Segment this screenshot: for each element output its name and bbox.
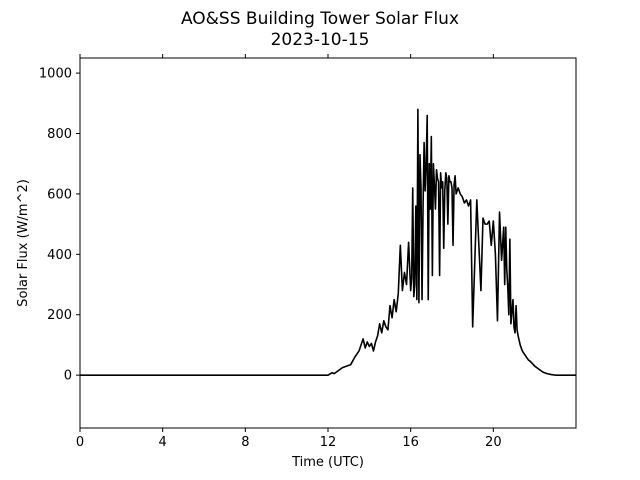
- x-tick-label: 4: [159, 435, 167, 450]
- y-axis-ticks: 0 200 400 600 800 1000: [39, 67, 80, 384]
- y-tick-label: 1000: [39, 67, 72, 82]
- y-tick-label: 600: [47, 187, 72, 202]
- x-tick-label: 8: [241, 435, 249, 450]
- x-tick-label: 0: [76, 435, 84, 450]
- x-tick-label: 16: [402, 435, 419, 450]
- x-axis-ticks: 0 4 8 12 16 20: [76, 54, 502, 450]
- y-tick-label: 0: [64, 369, 72, 384]
- chart-subtitle: 2023-10-15: [271, 30, 370, 50]
- y-tick-label: 200: [47, 308, 72, 323]
- y-axis-label: Solar Flux (W/m^2): [16, 179, 31, 307]
- y-tick-label: 800: [47, 127, 72, 142]
- x-tick-label: 12: [320, 435, 337, 450]
- chart-title: AO&SS Building Tower Solar Flux: [181, 9, 459, 29]
- x-axis-label: Time (UTC): [291, 455, 364, 470]
- series-line-0: [80, 108, 576, 376]
- plot-area: [80, 108, 576, 376]
- y-tick-label: 400: [47, 248, 72, 263]
- x-tick-label: 20: [485, 435, 502, 450]
